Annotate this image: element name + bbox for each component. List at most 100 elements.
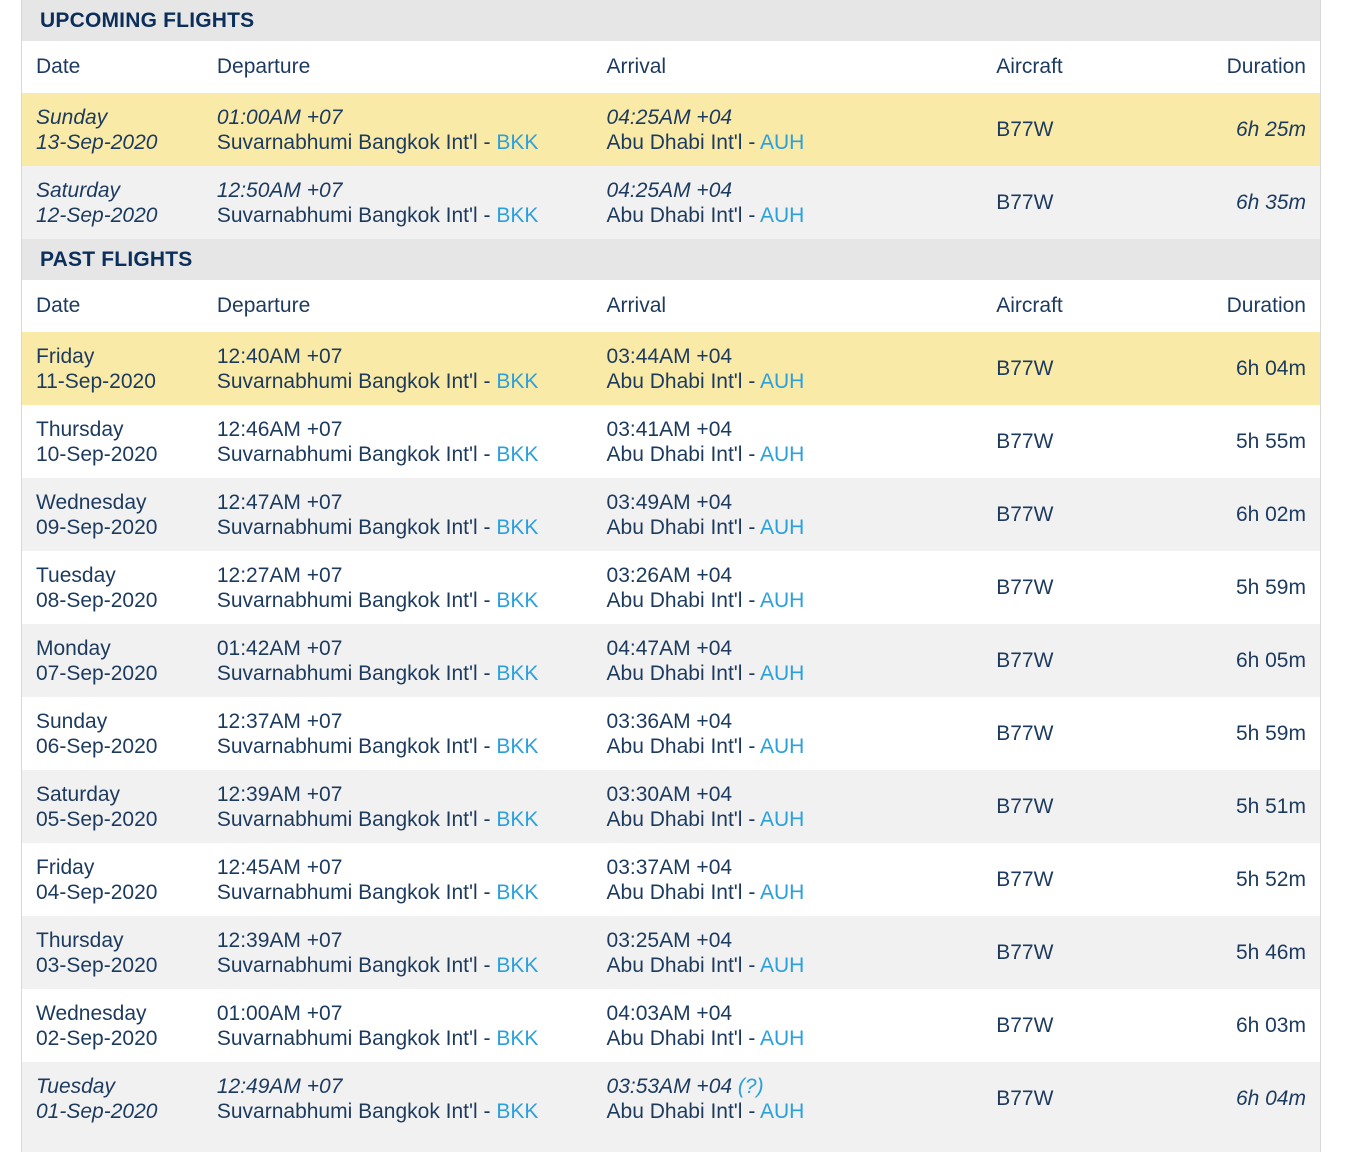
table-row[interactable]: Sunday 13-Sep-2020 01:00AM +07 Suvarnabhumi…: [22, 93, 1320, 166]
header-aircraft[interactable]: Aircraft: [996, 55, 1063, 78]
arrival-airport-code-link[interactable]: AUH: [760, 1099, 805, 1123]
departure-airport-code-link[interactable]: BKK: [496, 1099, 539, 1123]
departure-airport-code-link[interactable]: BKK: [496, 734, 539, 758]
flight-date: 10-Sep-2020: [36, 442, 158, 466]
departure-time: 12:46AM +07: [216, 417, 343, 441]
arrival-airport-code-link[interactable]: AUH: [760, 515, 805, 539]
weekday: Thursday: [36, 417, 124, 441]
arrival-time: 04:47AM +04: [606, 636, 733, 660]
arrival-cell: 03:49AM +04 Abu Dhabi Int'l - AUH: [607, 490, 997, 540]
departure-time: 12:40AM +07: [216, 344, 343, 368]
separator: -: [742, 369, 760, 393]
header-arrival[interactable]: Arrival: [606, 55, 667, 78]
departure-airport-line: Suvarnabhumi Bangkok Int'l - BKK: [217, 369, 607, 394]
arrival-time: 03:26AM +04: [606, 563, 733, 587]
departure-cell: 12:39AM +07 Suvarnabhumi Bangkok Int'l - …: [217, 782, 607, 832]
arrival-airport-line: Abu Dhabi Int'l - AUH: [607, 661, 997, 686]
departure-airport-code-link[interactable]: BKK: [496, 1026, 539, 1050]
arrival-airport-code-link[interactable]: AUH: [760, 588, 805, 612]
header-aircraft[interactable]: Aircraft: [996, 294, 1063, 317]
table-row[interactable]: Tuesday 01-Sep-2020 12:49AM +07 Suvarnabhum…: [22, 1062, 1320, 1135]
header-date[interactable]: Date: [36, 55, 81, 78]
weekday: Tuesday: [36, 1074, 115, 1098]
table-row[interactable]: Wednesday 09-Sep-2020 12:47AM +07 Suvarnabh…: [22, 478, 1320, 551]
flight-date: 02-Sep-2020: [36, 1026, 158, 1050]
date-cell: Thursday 10-Sep-2020: [22, 417, 217, 467]
departure-cell: 12:37AM +07 Suvarnabhumi Bangkok Int'l - …: [217, 709, 607, 759]
departure-airport-line: Suvarnabhumi Bangkok Int'l - BKK: [217, 1026, 607, 1051]
table-row[interactable]: Monday 07-Sep-2020 01:42AM +07 Suvarnabhumi…: [22, 624, 1320, 697]
header-departure[interactable]: Departure: [216, 294, 311, 317]
arrival-airport-code-link[interactable]: AUH: [760, 734, 805, 758]
departure-airport-code-link[interactable]: BKK: [496, 953, 539, 977]
table-row[interactable]: Thursday 03-Sep-2020 12:39AM +07 Suvarnabhu…: [22, 916, 1320, 989]
departure-airport-code-link[interactable]: BKK: [496, 369, 539, 393]
arrival-airport-code-link[interactable]: AUH: [760, 442, 805, 466]
past-table-header: Date Departure Arrival Aircraft Duration: [22, 280, 1320, 332]
estimated-time-help-link[interactable]: (?): [737, 1074, 764, 1098]
header-duration[interactable]: Duration: [1226, 294, 1306, 317]
weekday: Wednesday: [36, 490, 147, 514]
arrival-time-line: 04:25AM +04: [607, 105, 997, 130]
header-arrival[interactable]: Arrival: [606, 294, 667, 317]
departure-cell: 12:46AM +07 Suvarnabhumi Bangkok Int'l - …: [217, 417, 607, 467]
departure-airport-name: Suvarnabhumi Bangkok Int'l: [216, 661, 478, 685]
arrival-time-line: 03:49AM +04: [607, 490, 997, 515]
arrival-airport-code-link[interactable]: AUH: [760, 203, 805, 227]
departure-airport-name: Suvarnabhumi Bangkok Int'l: [216, 130, 478, 154]
separator: -: [477, 734, 497, 758]
departure-airport-code-link[interactable]: BKK: [496, 515, 539, 539]
flight-date: 01-Sep-2020: [36, 1099, 158, 1123]
separator: -: [742, 661, 760, 685]
table-row[interactable]: Thursday 10-Sep-2020 12:46AM +07 Suvarnabhu…: [22, 405, 1320, 478]
table-row[interactable]: Tuesday 08-Sep-2020 12:27AM +07 Suvarnabhum…: [22, 551, 1320, 624]
header-duration[interactable]: Duration: [1226, 55, 1306, 78]
arrival-cell: 04:03AM +04 Abu Dhabi Int'l - AUH: [607, 1001, 997, 1051]
arrival-airport-code-link[interactable]: AUH: [760, 880, 805, 904]
arrival-airport-code-link[interactable]: AUH: [760, 807, 805, 831]
arrival-cell: 04:47AM +04 Abu Dhabi Int'l - AUH: [607, 636, 997, 686]
weekday: Sunday: [36, 105, 108, 129]
date-cell: Sunday 06-Sep-2020: [22, 709, 217, 759]
arrival-time-line: 03:26AM +04: [607, 563, 997, 588]
departure-airport-code-link[interactable]: BKK: [496, 880, 539, 904]
arrival-time: 03:41AM +04: [606, 417, 733, 441]
departure-airport-name: Suvarnabhumi Bangkok Int'l: [216, 588, 478, 612]
flight-date: 12-Sep-2020: [36, 203, 158, 227]
header-date[interactable]: Date: [36, 294, 81, 317]
arrival-airport-line: Abu Dhabi Int'l - AUH: [607, 203, 997, 228]
date-cell: Saturday 12-Sep-2020: [22, 178, 217, 228]
arrival-time-line: 03:53AM +04 (?): [607, 1074, 997, 1099]
table-row[interactable]: Wednesday 02-Sep-2020 01:00AM +07 Suvarnabh…: [22, 989, 1320, 1062]
table-row[interactable]: Friday 11-Sep-2020 12:40AM +07 Suvarnabhumi…: [22, 332, 1320, 405]
departure-airport-code-link[interactable]: BKK: [496, 807, 539, 831]
table-row[interactable]: Sunday 06-Sep-2020 12:37AM +07 Suvarnabhumi…: [22, 697, 1320, 770]
header-departure[interactable]: Departure: [216, 55, 311, 78]
arrival-airport-name: Abu Dhabi Int'l: [606, 807, 743, 831]
arrival-time-line: 03:36AM +04: [607, 709, 997, 734]
arrival-time: 03:53AM +04: [606, 1074, 733, 1098]
arrival-airport-code-link[interactable]: AUH: [760, 953, 805, 977]
separator: -: [742, 442, 760, 466]
departure-airport-code-link[interactable]: BKK: [496, 203, 539, 227]
arrival-airport-code-link[interactable]: AUH: [760, 661, 805, 685]
arrival-airport-line: Abu Dhabi Int'l - AUH: [607, 369, 997, 394]
separator: -: [742, 734, 760, 758]
departure-airport-name: Suvarnabhumi Bangkok Int'l: [216, 515, 478, 539]
arrival-airport-code-link[interactable]: AUH: [760, 1026, 805, 1050]
table-row[interactable]: Saturday 05-Sep-2020 12:39AM +07 Suvarnabhu…: [22, 770, 1320, 843]
departure-airport-line: Suvarnabhumi Bangkok Int'l - BKK: [217, 734, 607, 759]
departure-airport-code-link[interactable]: BKK: [496, 661, 539, 685]
table-row[interactable]: Saturday 12-Sep-2020 12:50AM +07 Suvarnabhu…: [22, 166, 1320, 239]
aircraft-cell: B77W: [996, 941, 1054, 964]
departure-cell: 01:00AM +07 Suvarnabhumi Bangkok Int'l - …: [217, 105, 607, 155]
table-row[interactable]: Friday 04-Sep-2020 12:45AM +07 Suvarnabhumi…: [22, 843, 1320, 916]
departure-airport-code-link[interactable]: BKK: [496, 442, 539, 466]
arrival-airport-code-link[interactable]: AUH: [760, 130, 805, 154]
departure-airport-code-link[interactable]: BKK: [496, 130, 539, 154]
departure-airport-code-link[interactable]: BKK: [496, 588, 539, 612]
duration-cell: 5h 59m: [1235, 576, 1306, 599]
arrival-airport-code-link[interactable]: AUH: [760, 369, 805, 393]
departure-airport-name: Suvarnabhumi Bangkok Int'l: [216, 1026, 478, 1050]
weekday: Tuesday: [36, 563, 116, 587]
